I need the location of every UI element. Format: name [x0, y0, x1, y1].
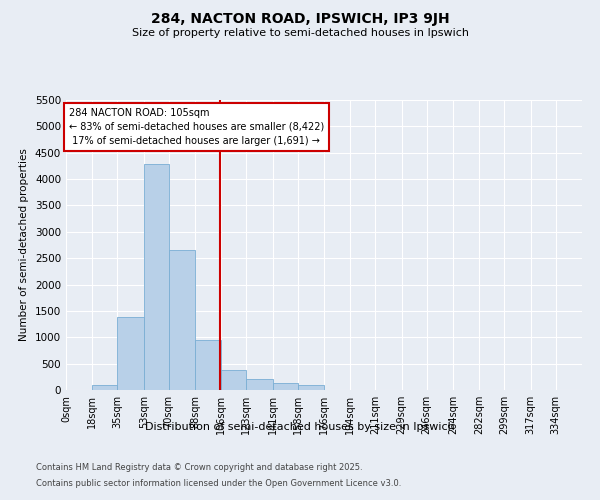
Bar	[92, 384, 118, 390]
Bar	[143, 164, 169, 390]
Text: 284 NACTON ROAD: 105sqm
← 83% of semi-detached houses are smaller (8,422)
 17% o: 284 NACTON ROAD: 105sqm ← 83% of semi-de…	[69, 108, 324, 146]
Bar	[169, 250, 195, 390]
Bar	[247, 380, 272, 390]
Text: Contains HM Land Registry data © Crown copyright and database right 2025.: Contains HM Land Registry data © Crown c…	[36, 464, 362, 472]
Bar	[298, 384, 324, 390]
Bar	[221, 370, 247, 390]
Y-axis label: Number of semi-detached properties: Number of semi-detached properties	[19, 148, 29, 342]
Text: 284, NACTON ROAD, IPSWICH, IP3 9JH: 284, NACTON ROAD, IPSWICH, IP3 9JH	[151, 12, 449, 26]
Text: Distribution of semi-detached houses by size in Ipswich: Distribution of semi-detached houses by …	[145, 422, 455, 432]
Bar	[272, 383, 298, 390]
Bar	[195, 340, 221, 390]
Text: Size of property relative to semi-detached houses in Ipswich: Size of property relative to semi-detach…	[131, 28, 469, 38]
Text: Contains public sector information licensed under the Open Government Licence v3: Contains public sector information licen…	[36, 478, 401, 488]
Bar	[118, 317, 143, 390]
